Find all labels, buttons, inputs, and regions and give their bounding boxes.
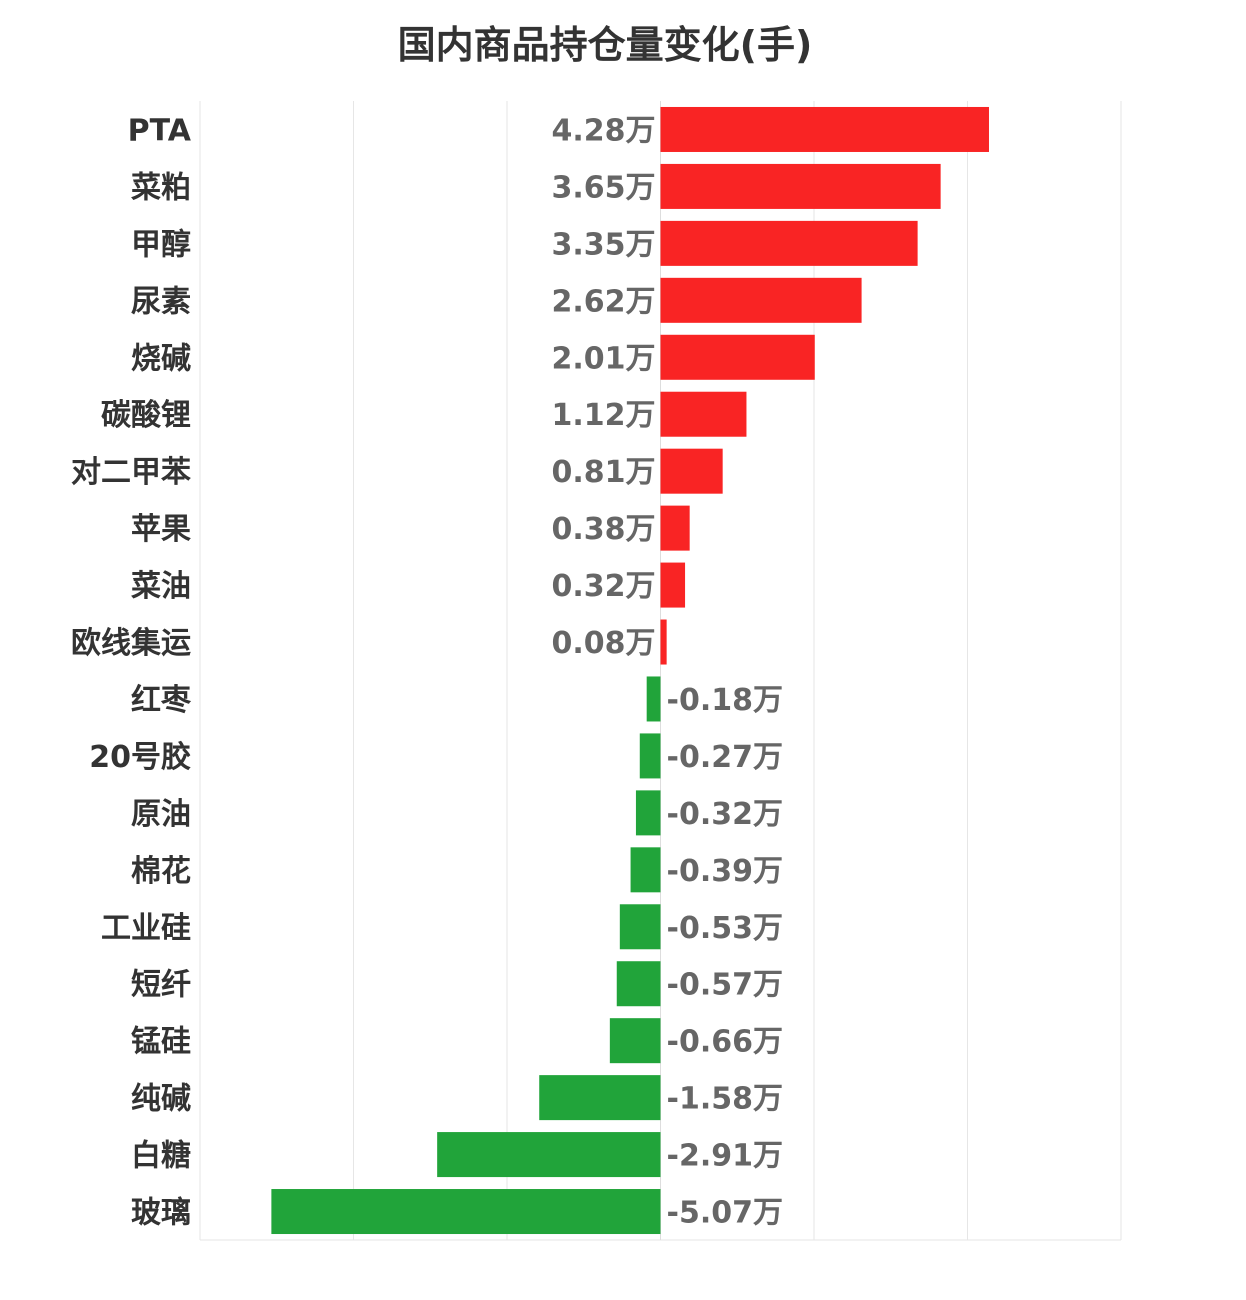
- category-label: 原油: [131, 797, 191, 832]
- bar: [616, 961, 661, 1007]
- grid: [199, 101, 1122, 1241]
- data-label: -0.57万: [667, 968, 783, 1003]
- bar: [660, 163, 941, 209]
- data-label: -1.58万: [667, 1082, 783, 1117]
- bar: [437, 1132, 661, 1178]
- category-label: 白糖: [131, 1139, 191, 1174]
- data-label: -0.32万: [667, 797, 783, 832]
- data-label: 3.35万: [551, 227, 655, 262]
- category-label: 菜油: [131, 569, 191, 604]
- bar: [271, 1189, 661, 1235]
- bar: [539, 1075, 661, 1121]
- bar: [660, 391, 747, 437]
- data-label: 0.32万: [551, 569, 655, 604]
- data-label: -0.66万: [667, 1025, 783, 1060]
- category-label: 玻璃: [131, 1196, 191, 1231]
- category-label: PTA: [128, 113, 192, 148]
- category-label: 欧线集运: [71, 626, 191, 661]
- bar: [619, 904, 661, 950]
- bar: [646, 676, 661, 722]
- data-label: -2.91万: [667, 1139, 783, 1174]
- category-label: 工业硅: [101, 911, 191, 946]
- bar: [660, 220, 918, 266]
- bar: [660, 619, 667, 665]
- data-label: 3.65万: [551, 170, 655, 205]
- data-label: 0.38万: [551, 512, 655, 547]
- category-label: 棉花: [131, 854, 191, 889]
- bar: [639, 733, 661, 779]
- category-label: 20号胶: [89, 740, 191, 775]
- category-label: 红枣: [131, 683, 192, 718]
- bar: [660, 277, 862, 323]
- category-label: 纯碱: [131, 1082, 191, 1117]
- data-label: 2.01万: [551, 341, 655, 376]
- bar: [660, 334, 815, 380]
- data-label: 0.81万: [551, 455, 655, 490]
- bar: [635, 790, 661, 836]
- bar: [660, 562, 686, 608]
- data-label: 4.28万: [551, 113, 655, 148]
- bar: [660, 448, 723, 494]
- data-label: -0.53万: [667, 911, 783, 946]
- data-label: 1.12万: [551, 398, 655, 433]
- category-label: 锰硅: [131, 1025, 191, 1060]
- data-label: -0.39万: [667, 854, 783, 889]
- category-label: 烧碱: [131, 341, 191, 376]
- category-label: 菜粕: [131, 170, 191, 205]
- data-label: -0.18万: [667, 683, 783, 718]
- data-label: -0.27万: [667, 740, 783, 775]
- category-label: 碳酸锂: [101, 398, 191, 433]
- bar: [609, 1018, 661, 1064]
- data-label: 0.08万: [551, 626, 655, 661]
- data-label: 2.62万: [551, 284, 655, 319]
- category-label: 尿素: [131, 284, 191, 319]
- category-label: 对二甲苯: [71, 455, 191, 490]
- bars: [271, 106, 989, 1235]
- category-label: 苹果: [131, 512, 191, 547]
- bar: [660, 106, 989, 152]
- bar: [630, 847, 661, 893]
- bar: [660, 505, 690, 551]
- data-label: -5.07万: [667, 1196, 783, 1231]
- chart-title: 国内商品持仓量变化(手): [398, 23, 813, 67]
- category-label: 短纤: [131, 968, 191, 1003]
- category-label: 甲醇: [131, 227, 191, 262]
